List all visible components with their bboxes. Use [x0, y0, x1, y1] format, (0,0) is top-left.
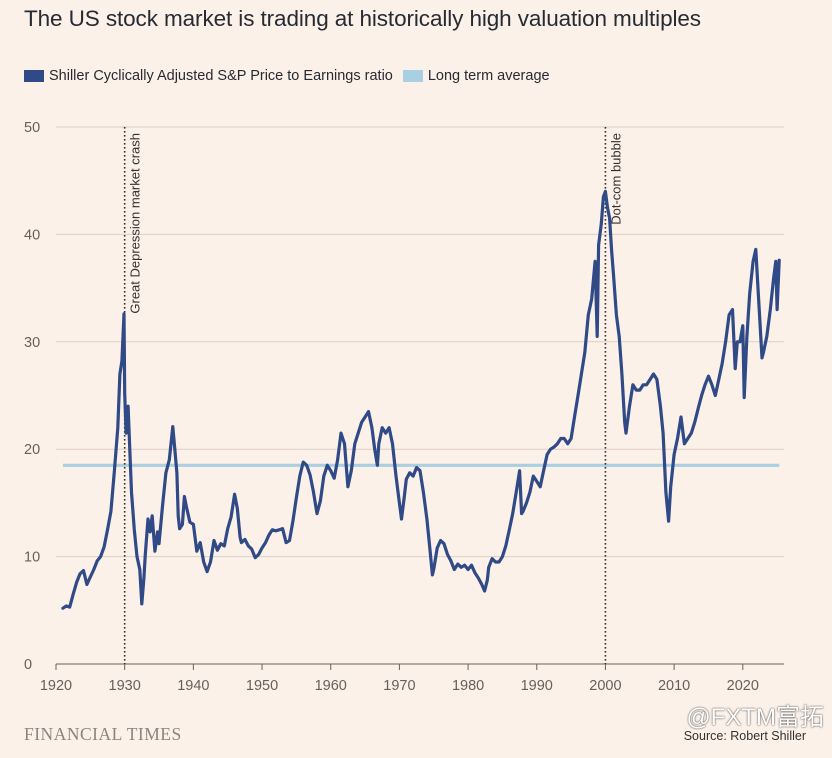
x-tick-label: 1920 [40, 678, 72, 694]
x-tick-label: 2010 [658, 678, 690, 694]
legend-item-average: Long term average [402, 68, 550, 84]
x-tick-label: 1960 [315, 678, 347, 694]
source-note: Source: Robert Shiller [683, 729, 806, 743]
annotation-label: Great Depression market crash [128, 133, 143, 314]
x-tick-label: 1950 [246, 678, 278, 694]
watermark: @FXTM富拓 [686, 704, 824, 731]
y-tick-label: 0 [24, 657, 32, 673]
y-tick-label: 30 [24, 335, 40, 351]
x-tick-label: 1930 [109, 678, 141, 694]
x-tick-label: 2000 [589, 678, 621, 694]
x-tick-label: 1970 [383, 678, 415, 694]
publisher-logo: FINANCIAL TIMES [24, 724, 182, 744]
y-tick-label: 50 [24, 120, 40, 136]
x-tick-label: 1990 [521, 678, 553, 694]
legend-label-average: Long term average [427, 68, 550, 84]
legend-swatch-cape [24, 70, 44, 82]
y-tick-label: 20 [24, 442, 40, 458]
y-tick-label: 10 [24, 550, 40, 566]
legend-item-cape: Shiller Cyclically Adjusted S&P Price to… [24, 68, 393, 84]
legend-label-cape: Shiller Cyclically Adjusted S&P Price to… [49, 68, 393, 84]
x-tick-label: 1940 [177, 678, 209, 694]
series-line-shiller-cape [61, 189, 781, 610]
annotation-label: Dot-com bubble [608, 133, 623, 225]
x-tick-label: 2020 [727, 678, 759, 694]
y-tick-label: 40 [24, 227, 40, 243]
chart-title: The US stock market is trading at histor… [24, 6, 701, 31]
legend-swatch-average [402, 70, 423, 82]
x-tick-label: 1980 [452, 678, 484, 694]
chart-legend: Shiller Cyclically Adjusted S&P Price to… [24, 68, 560, 84]
